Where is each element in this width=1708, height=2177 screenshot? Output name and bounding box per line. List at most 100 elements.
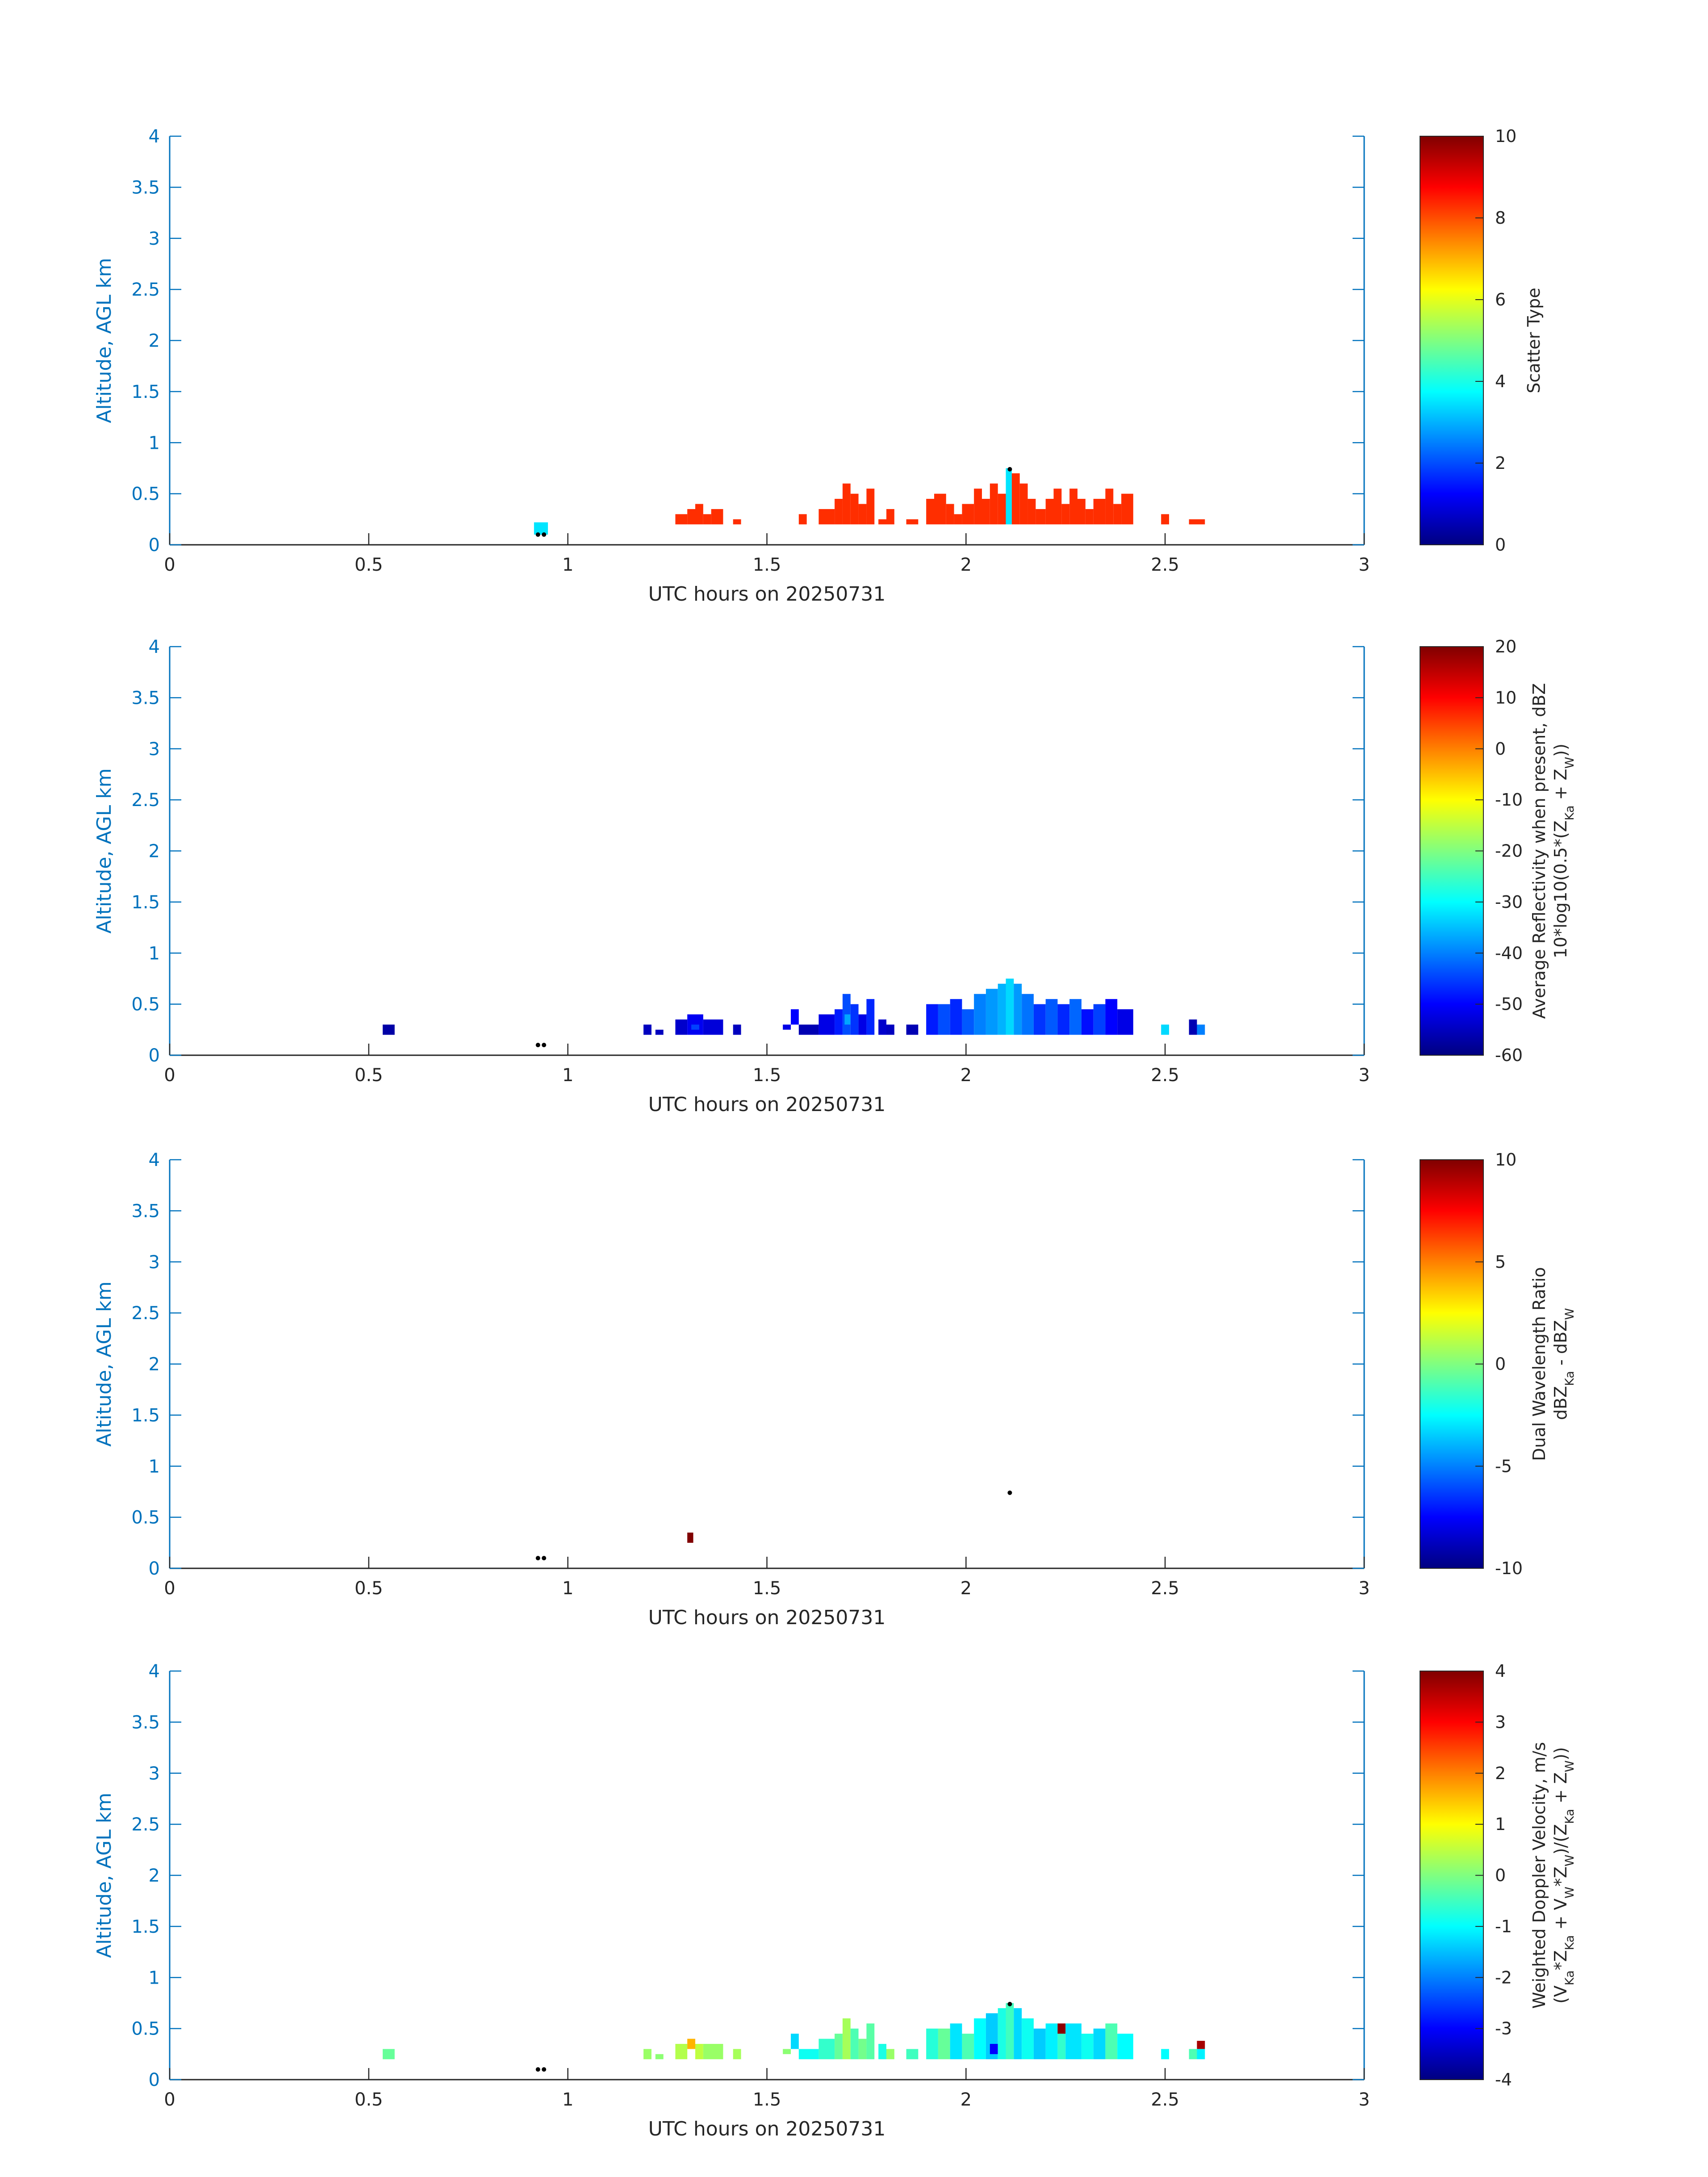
x-tick-label: 1.5 bbox=[753, 1065, 781, 1086]
y-tick-label: 0.5 bbox=[131, 484, 160, 505]
heatmap-cell bbox=[1085, 509, 1094, 525]
colorbar-label: dBZKa - dBZW bbox=[1551, 1308, 1577, 1420]
heatmap-cell bbox=[982, 499, 990, 525]
heatmap-cell bbox=[791, 1009, 799, 1025]
y-tick-label: 0 bbox=[149, 1045, 160, 1066]
heatmap-cell bbox=[946, 504, 954, 525]
heatmap-cell bbox=[687, 509, 695, 525]
y-tick-label: 3 bbox=[149, 739, 160, 760]
y-tick-label: 4 bbox=[149, 637, 160, 657]
heatmap-cell bbox=[1006, 978, 1014, 1035]
panel-3: 0 0.5 1 1.5 2 2.5 3 0 0.5 1 1.5 2 2.5 3 3.5 4 UTC hours … bbox=[93, 1150, 1577, 1629]
marker-dot bbox=[535, 532, 540, 537]
colorbar-tick-label: 8 bbox=[1495, 208, 1506, 228]
colorbar-label: Scatter Type bbox=[1524, 288, 1544, 393]
heatmap-cell bbox=[1105, 2023, 1118, 2060]
heatmap-cell bbox=[866, 999, 875, 1035]
x-tick-label: 1.5 bbox=[753, 555, 781, 575]
heatmap-cell bbox=[886, 2049, 894, 2060]
heatmap-cell bbox=[850, 2028, 859, 2060]
colorbar-label: 10*log10(0.5*(ZKa + ZW)) bbox=[1551, 744, 1577, 958]
heatmap-cell bbox=[819, 2039, 835, 2060]
heatmap-cell bbox=[938, 2028, 950, 2060]
heatmap-cell bbox=[1061, 504, 1070, 525]
x-tick-label: 0 bbox=[164, 1065, 175, 1086]
x-tick-label: 2 bbox=[960, 1065, 972, 1086]
y-tick-label: 3.5 bbox=[131, 1201, 160, 1221]
x-tick-label: 0 bbox=[164, 555, 175, 575]
colorbar-tick-label: 0 bbox=[1495, 1866, 1506, 1885]
heatmap-cell bbox=[1117, 1009, 1133, 1035]
heatmap-cell bbox=[986, 989, 998, 1035]
x-tick-label: 2.5 bbox=[1151, 1065, 1179, 1086]
heatmap-cell bbox=[850, 1004, 859, 1035]
marker-dot bbox=[535, 1556, 540, 1561]
y-tick-label: 1.5 bbox=[131, 382, 160, 402]
colorbar-tick-label: 4 bbox=[1495, 372, 1506, 391]
heatmap-cell bbox=[687, 1532, 693, 1543]
heatmap-cell bbox=[1189, 2049, 1197, 2060]
heatmap-cell bbox=[643, 1024, 651, 1035]
colorbar-tick-label: -50 bbox=[1495, 994, 1523, 1014]
x-tick-label: 0.5 bbox=[355, 1578, 383, 1599]
colorbar bbox=[1420, 1159, 1484, 1569]
heatmap-cell bbox=[695, 504, 703, 525]
heatmap-cell bbox=[974, 994, 986, 1035]
heatmap-cell bbox=[1057, 1004, 1070, 1035]
marker-dot bbox=[1007, 1490, 1012, 1495]
heatmap-cell bbox=[990, 2043, 998, 2054]
heatmap-cell bbox=[798, 2049, 819, 2060]
x-axis-label: UTC hours on 20250731 bbox=[648, 1093, 886, 1116]
heatmap-cell bbox=[934, 493, 946, 525]
heatmap-cell bbox=[1069, 999, 1082, 1035]
x-tick-label: 0.5 bbox=[355, 1065, 383, 1086]
marker-dot bbox=[542, 532, 547, 537]
colorbar-label: Average Reflectivity when present, dBZ bbox=[1529, 683, 1549, 1019]
panel-4: 0 0.5 1 1.5 2 2.5 3 0 0.5 1 1.5 2 2.5 3 3.5 4 UTC hours … bbox=[93, 1661, 1577, 2140]
marker-dot bbox=[542, 2067, 547, 2072]
heatmap-cell bbox=[998, 2008, 1006, 2060]
heatmap-cell bbox=[703, 1019, 723, 1035]
heatmap-cell bbox=[1081, 1009, 1094, 1035]
heatmap-cell bbox=[835, 1009, 843, 1035]
heatmap-cell bbox=[1105, 489, 1114, 525]
heatmap-cell bbox=[733, 1024, 741, 1035]
heatmap-cell bbox=[1053, 489, 1062, 525]
heatmap-cell bbox=[906, 1024, 919, 1035]
y-tick-label: 2.5 bbox=[131, 1303, 160, 1324]
heatmap-cell bbox=[974, 489, 982, 525]
heatmap-cell bbox=[1011, 473, 1020, 525]
y-tick-label: 0 bbox=[149, 1559, 160, 1579]
heatmap-cell bbox=[998, 493, 1006, 525]
colorbar-tick-label: -10 bbox=[1495, 790, 1523, 810]
heatmap-cell bbox=[1057, 2023, 1066, 2034]
heatmap-cell bbox=[383, 1024, 395, 1035]
y-tick-label: 4 bbox=[149, 1661, 160, 1682]
x-tick-label: 2 bbox=[960, 1578, 972, 1599]
x-tick-label: 2.5 bbox=[1151, 1578, 1179, 1599]
heatmap-cell bbox=[1161, 2049, 1169, 2060]
heatmap-cell bbox=[691, 1024, 699, 1030]
heatmap-cell bbox=[1069, 489, 1077, 525]
y-tick-label: 0 bbox=[149, 2070, 160, 2090]
colorbar-tick-label: 3 bbox=[1495, 1712, 1506, 1732]
heatmap-cell bbox=[733, 2049, 741, 2060]
heatmap-cell bbox=[1019, 483, 1028, 525]
y-tick-label: 0.5 bbox=[131, 994, 160, 1015]
y-axis-label: Altitude, AGL km bbox=[93, 1281, 116, 1446]
x-axis-label: UTC hours on 20250731 bbox=[648, 583, 886, 606]
heatmap-cell bbox=[1006, 2003, 1014, 2060]
heatmap-cell bbox=[798, 514, 807, 525]
y-tick-label: 1.5 bbox=[131, 1917, 160, 1937]
x-tick-label: 0.5 bbox=[355, 555, 383, 575]
y-tick-label: 2 bbox=[149, 1354, 160, 1375]
heatmap-cell bbox=[711, 509, 723, 525]
colorbar-tick-label: 2 bbox=[1495, 453, 1506, 473]
y-tick-label: 3 bbox=[149, 229, 160, 249]
y-tick-label: 2 bbox=[149, 331, 160, 351]
colorbar-label: Dual Wavelength Ratio bbox=[1529, 1267, 1549, 1461]
colorbar-tick-label: 0 bbox=[1495, 1354, 1506, 1374]
y-tick-label: 2.5 bbox=[131, 1814, 160, 1835]
heatmap-cell bbox=[950, 999, 962, 1035]
heatmap-cell bbox=[1022, 2018, 1034, 2060]
